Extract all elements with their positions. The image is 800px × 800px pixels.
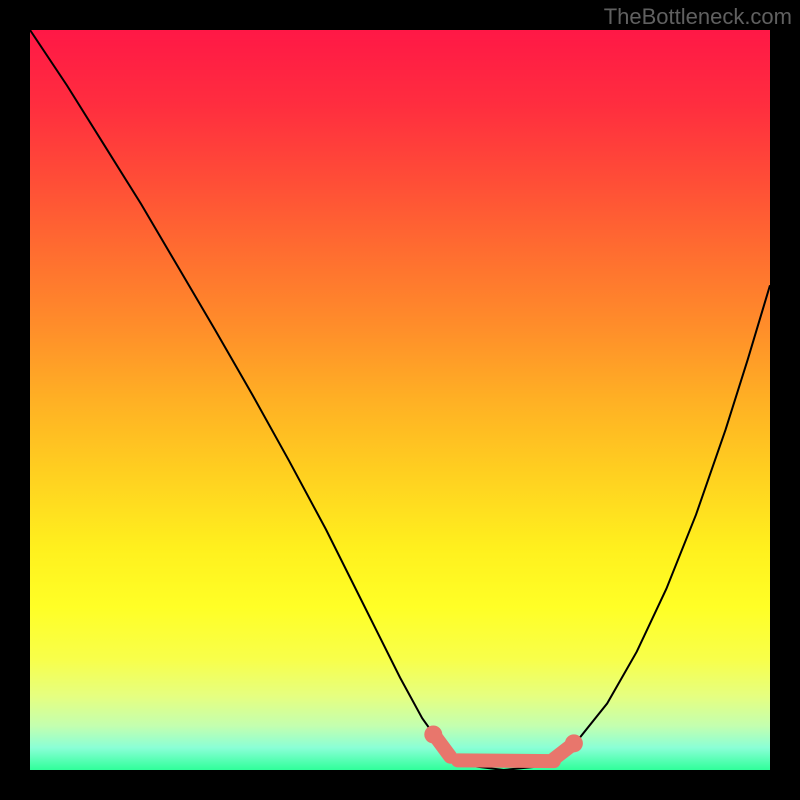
plot-background (30, 30, 770, 770)
chart-container (30, 30, 770, 770)
chart-svg (30, 30, 770, 770)
watermark-text: TheBottleneck.com (604, 4, 792, 30)
